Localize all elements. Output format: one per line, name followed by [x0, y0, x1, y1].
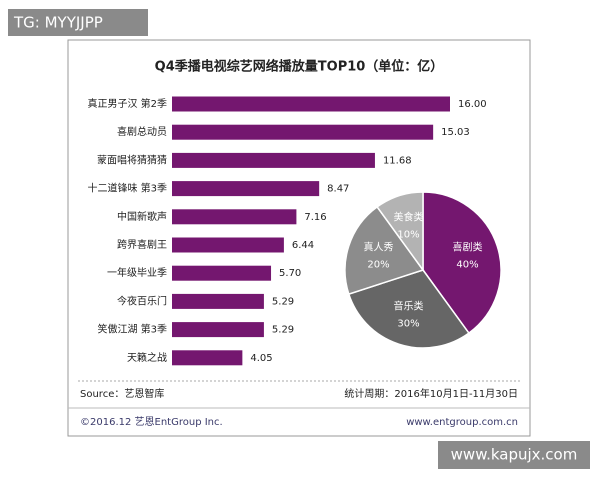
site-stamp-box [438, 441, 590, 469]
slice-label: 喜剧类 [453, 241, 483, 254]
watermark: TG: MYYJJPP [13, 14, 103, 32]
value-label: 5.29 [272, 325, 294, 336]
value-label: 8.47 [327, 184, 349, 195]
value-label: 16.00 [458, 99, 487, 110]
category-label: 十二道锋味 第3季 [87, 182, 167, 195]
bar [172, 96, 450, 112]
source: Source：艺恩智库 [80, 387, 164, 400]
slice-label: 真人秀 [363, 241, 393, 254]
bar [172, 124, 434, 140]
watermark-box [8, 9, 148, 36]
bar [172, 322, 264, 338]
chart-title: Q4季播电视综艺网络播放量TOP10（单位：亿） [155, 59, 444, 75]
bar [172, 265, 272, 281]
slice-value: 20% [367, 260, 389, 271]
bar [172, 209, 297, 225]
value-label: 5.70 [279, 268, 301, 279]
value-label: 6.44 [292, 240, 314, 251]
bar [172, 181, 320, 197]
bar [172, 152, 375, 168]
pie-slice [376, 191, 424, 273]
pie-slice [344, 205, 425, 296]
slice-value: 40% [456, 260, 478, 271]
value-label: 5.29 [272, 296, 294, 307]
category-label: 天籁之战 [127, 351, 167, 364]
bar [172, 293, 264, 309]
slice-value: 10% [397, 229, 419, 240]
value-label: 7.16 [304, 212, 326, 223]
pie-slice [422, 191, 502, 335]
period: 统计周期：2016年10月1日-11月30日 [344, 387, 518, 400]
category-label: 真正男子汉 第2季 [87, 97, 167, 110]
category-label: 跨界喜剧王 [117, 238, 167, 251]
category-label: 今夜百乐门 [117, 294, 167, 307]
category-label: 一年级毕业季 [107, 266, 167, 279]
category-label: 喜剧总动员 [117, 125, 167, 138]
category-label: 中国新歌声 [117, 210, 167, 223]
website: www.entgroup.com.cn [406, 417, 518, 428]
bar [172, 237, 284, 253]
category-label: 蒙面唱将猜猜猜 [97, 153, 167, 166]
bar [172, 350, 243, 366]
value-label: 11.68 [383, 155, 412, 166]
slice-label: 美食类 [394, 210, 424, 223]
pie-slice [347, 269, 470, 349]
value-label: 4.05 [250, 353, 272, 364]
slice-value: 30% [397, 319, 419, 330]
slice-label: 音乐类 [394, 300, 424, 313]
value-label: 15.03 [441, 127, 470, 138]
category-label: 笑傲江湖 第3季 [97, 323, 167, 336]
copyright: ©2016.12 艺恩EntGroup Inc. [80, 416, 223, 428]
site-stamp: www.kapujx.com [451, 446, 578, 464]
